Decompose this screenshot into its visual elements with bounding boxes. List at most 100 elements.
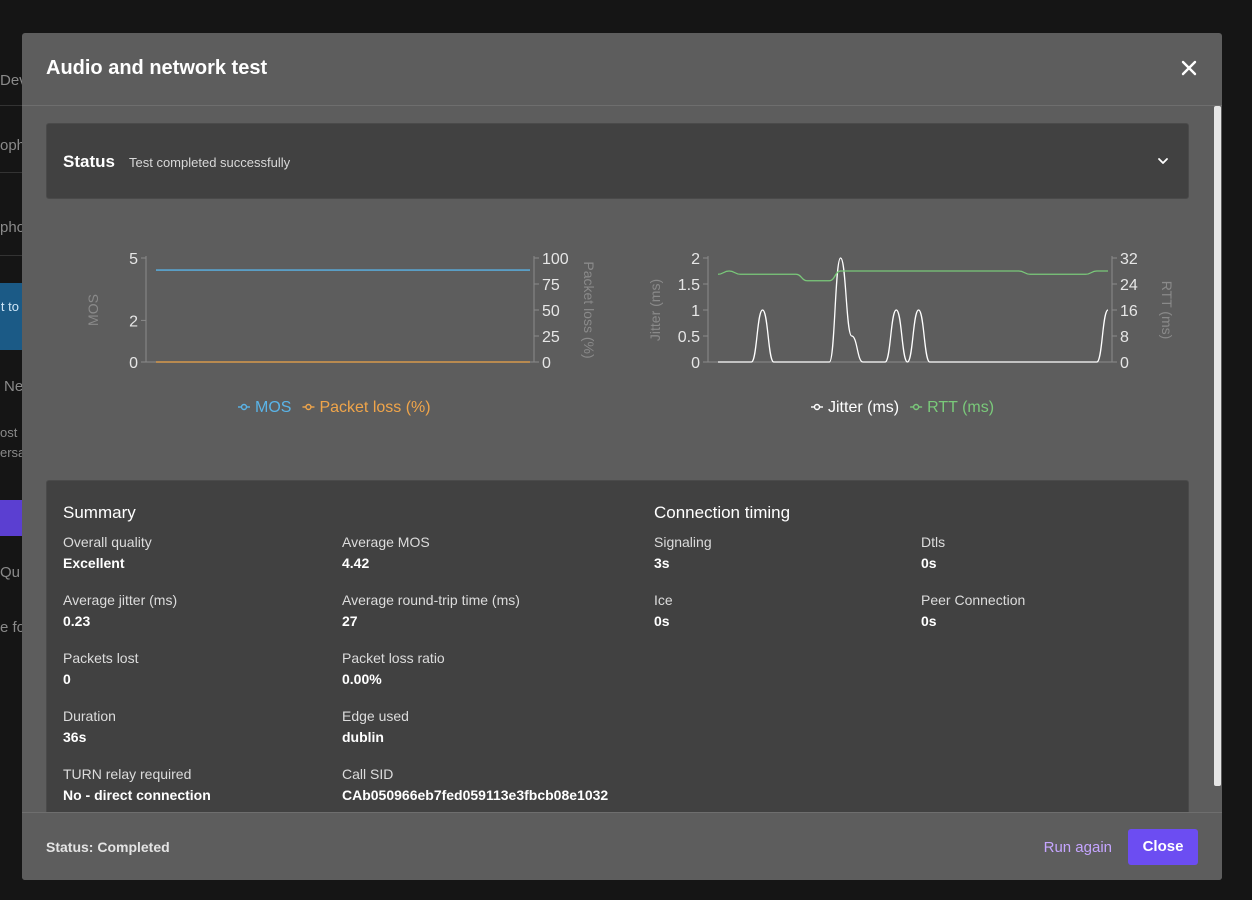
summary-item: Packets lost 0 — [63, 649, 138, 688]
run-again-button[interactable]: Run again — [1043, 839, 1112, 856]
timing-value: 0s — [921, 613, 937, 629]
summary-item: Packet loss ratio 0.00% — [342, 649, 445, 688]
footer-status: Status: Completed — [46, 839, 170, 855]
close-icon[interactable] — [1180, 59, 1198, 77]
bg-text: ost — [0, 425, 18, 440]
summary-value: 0.23 — [63, 613, 91, 629]
timing-value: 3s — [654, 555, 670, 571]
y-tick-label: 2 — [129, 313, 138, 330]
bg-text: e fo — [0, 619, 26, 636]
chevron-down-icon[interactable] — [1156, 154, 1170, 168]
timing-item: Peer Connection 0s — [921, 591, 1025, 630]
summary-label: Average round-trip time (ms) — [342, 592, 520, 608]
summary-label: Average MOS — [342, 534, 430, 550]
bg-text: Dev — [0, 72, 27, 89]
y2-tick-label: 0 — [1120, 355, 1129, 372]
legend-marker — [912, 403, 920, 411]
status-label: Status — [63, 152, 115, 171]
series-line — [718, 257, 1109, 363]
series-line — [717, 270, 1108, 282]
summary-item: TURN relay required No - direct connectio… — [63, 765, 211, 804]
mos-packet-loss-chart: 5 2 0 100 75 50 25 0 MOS Packet loss (%) MOS Packet… — [46, 236, 606, 461]
bg-text: ersa — [0, 445, 26, 460]
summary-value: 36s — [63, 729, 87, 745]
summary-item: Average MOS 4.42 — [342, 533, 430, 572]
connection-timing-title: Connection timing — [654, 503, 791, 522]
summary-value: Excellent — [63, 555, 125, 571]
summary-value: No - direct connection — [63, 787, 211, 803]
y2-tick-label: 8 — [1120, 329, 1129, 346]
summary-value: 0.00% — [342, 671, 382, 687]
summary-value: CAb050966eb7fed059113e3fbcb08e1032 — [342, 787, 609, 803]
timing-label: Peer Connection — [921, 592, 1026, 608]
timing-value: 0s — [654, 613, 670, 629]
y-tick-label: 1 — [691, 303, 700, 320]
y-tick-label: 0.5 — [678, 329, 700, 346]
bg-text: ophi — [0, 137, 29, 154]
y-tick-label: 1.5 — [678, 277, 700, 294]
summary-label: Packets lost — [63, 650, 139, 666]
modal-body: Status Test completed successfully 5 2 0 10… — [22, 106, 1212, 812]
legend-marker — [813, 403, 821, 411]
status-text: Test completed successfully — [129, 155, 291, 170]
summary-label: Packet loss ratio — [342, 650, 445, 666]
summary-item: Average round-trip time (ms) 27 — [342, 591, 520, 630]
y2-tick-label: 24 — [1120, 277, 1138, 294]
modal-title: Audio and network test — [46, 57, 268, 79]
timing-label: Dtls — [921, 534, 946, 550]
summary-label: Call SID — [342, 766, 394, 782]
summary-item: Edge used dublin — [342, 707, 409, 746]
bg-divider — [0, 172, 22, 173]
legend-label: Packet loss (%) — [319, 399, 430, 416]
y2-tick-label: 32 — [1120, 251, 1138, 268]
scrollbar-thumb[interactable] — [1214, 106, 1221, 786]
y-axis-title: Jitter (ms) — [647, 279, 663, 341]
bg-divider — [0, 255, 22, 256]
legend-marker — [240, 403, 248, 411]
summary-value: dublin — [342, 729, 384, 745]
scrollbar[interactable] — [1213, 106, 1222, 812]
y-tick-label: 5 — [129, 251, 138, 268]
summary-item: Call SID CAb050966eb7fed059113e3fbcb08e10… — [342, 765, 608, 804]
summary-panel: Summary Connection timing Overall qualit… — [46, 480, 1189, 812]
y-tick-label: 0 — [691, 355, 700, 372]
y2-tick-label: 16 — [1120, 303, 1138, 320]
bg-divider — [0, 105, 22, 106]
y2-tick-label: 0 — [542, 355, 551, 372]
y-axis-title: MOS — [85, 294, 101, 326]
summary-title: Summary — [63, 503, 136, 522]
jitter-rtt-chart: 2 1.5 1 0.5 0 32 24 16 8 0 Jitter (ms) RTT (ms) Jitt… — [606, 236, 1186, 461]
close-button[interactable]: Close — [1128, 829, 1198, 865]
y2-axis-title: Packet loss (%) — [581, 261, 597, 358]
bg-button: lt to — [0, 283, 22, 350]
summary-label: Overall quality — [63, 534, 152, 550]
summary-item: Duration 36s — [63, 707, 116, 746]
modal-footer: Status: Completed Run again Close — [22, 812, 1222, 880]
summary-label: TURN relay required — [63, 766, 192, 782]
summary-item: Overall quality Excellent — [63, 533, 152, 572]
timing-item: Signaling 3s — [654, 533, 712, 572]
timing-value: 0s — [921, 555, 937, 571]
timing-label: Ice — [654, 592, 673, 608]
bg-button — [0, 500, 22, 536]
audio-network-test-modal: Audio and network test Status Test compl… — [22, 33, 1222, 880]
summary-value: 4.42 — [342, 555, 370, 571]
legend-label: MOS — [255, 399, 291, 416]
bg-text: Qu — [0, 564, 21, 581]
timing-item: Ice 0s — [654, 591, 673, 630]
summary-item: Average jitter (ms) 0.23 — [63, 591, 177, 630]
legend-label: RTT (ms) — [927, 399, 994, 416]
legend-marker — [305, 403, 312, 411]
y2-tick-label: 50 — [542, 303, 560, 320]
summary-label: Edge used — [342, 708, 409, 724]
y2-tick-label: 100 — [542, 251, 569, 268]
bg-text: lt to — [0, 299, 19, 314]
legend-label: Jitter (ms) — [828, 399, 899, 416]
timing-label: Signaling — [654, 534, 712, 550]
summary-label: Duration — [63, 708, 116, 724]
y-tick-label: 2 — [691, 251, 700, 268]
timing-item: Dtls 0s — [921, 533, 945, 572]
bg-text: Ne — [4, 378, 24, 395]
status-accordion[interactable]: Status Test completed successfully — [46, 123, 1189, 199]
summary-value: 27 — [342, 613, 358, 629]
